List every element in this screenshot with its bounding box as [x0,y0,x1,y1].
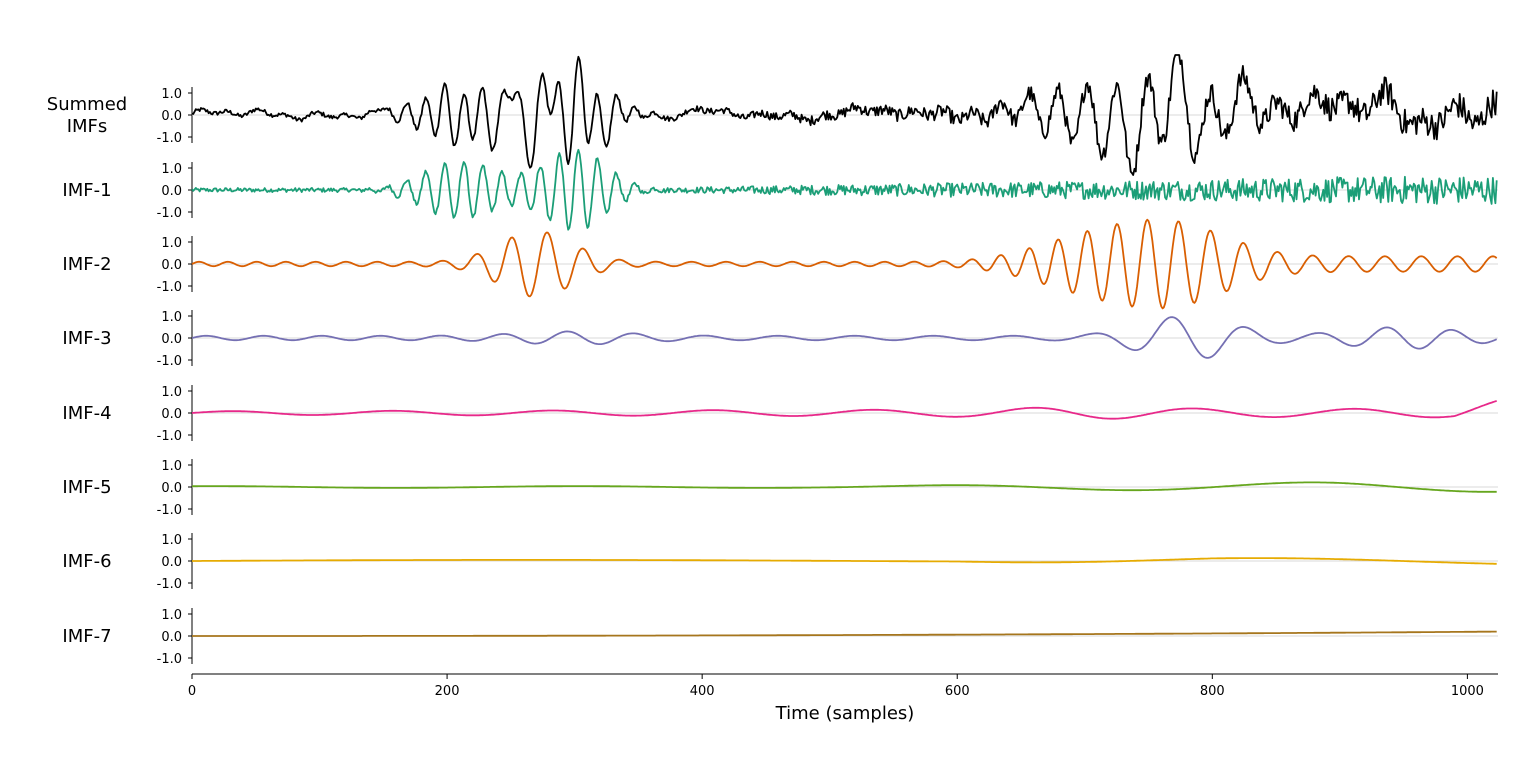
series-line [191,148,1498,231]
y-tick-label: -1.0 [157,131,182,146]
series-line [192,630,1497,637]
y-tick-label: -1.0 [157,577,182,592]
y-tick-label: -1.0 [157,206,182,221]
x-tick-label: 0 [188,684,196,699]
y-tick-label: -1.0 [157,652,182,667]
panel-summed-imfs: Summed IMFs 1.0 0.0 -1.0 [47,54,1498,176]
panel-imf-4: IMF-4 1.0 0.0 -1.0 [62,385,1498,444]
panel-imf-6: IMF-6 1.0 0.0 -1.0 [62,533,1498,592]
y-tick-label: 0.0 [161,407,182,422]
y-tick-label: 0.0 [161,184,182,199]
series-label: IMF-4 [62,403,111,424]
y-tick-label: 0.0 [161,258,182,273]
series-label: IMF-1 [62,180,111,201]
series-label: IMF-2 [62,254,111,275]
y-tick-label: -1.0 [157,280,182,295]
imf-panels: Summed IMFs1.00.0-1.0IMF-11.00.0-1.0IMF-2… [47,54,1498,667]
x-axis: 0 200 400 600 800 1000 [188,673,1498,699]
panel-imf-1: IMF-1 1.0 0.0 -1.0 [62,148,1498,231]
panel-imf-7: IMF-7 1.0 0.0 -1.0 [62,608,1498,667]
y-tick-label: -1.0 [157,354,182,369]
x-axis-label: Time (samples) [775,703,915,724]
series-line [191,218,1498,310]
y-tick-label: 0.0 [161,481,182,496]
series-label: IMF-5 [62,477,111,498]
panel-imf-5: IMF-5 1.0 0.0 -1.0 [62,459,1498,518]
series-line [191,400,1497,420]
y-tick-label: -1.0 [157,429,182,444]
panel-imf-3: IMF-3 1.0 0.0 -1.0 [62,310,1498,369]
y-tick-label: 0.0 [161,630,182,645]
y-tick-label: 0.0 [161,332,182,347]
y-tick-label: -1.0 [157,503,182,518]
series-label: Summed IMFs [47,94,127,137]
y-tick-label: 0.0 [161,555,182,570]
series-line [192,557,1497,565]
y-tick-label: 1.0 [161,87,182,102]
y-tick-label: 1.0 [161,459,182,474]
y-tick-label: 0.0 [161,109,182,124]
y-tick-label: 1.0 [161,533,182,548]
y-tick-label: 1.0 [161,608,182,623]
y-tick-label: 1.0 [161,162,182,177]
series-label: IMF-6 [62,551,111,572]
x-tick-label: 1000 [1451,684,1484,699]
series-label: IMF-7 [62,626,111,647]
panel-imf-2: IMF-2 1.0 0.0 -1.0 [62,218,1498,310]
series-line [192,481,1497,493]
y-tick-label: 1.0 [161,310,182,325]
series-label: IMF-3 [62,328,111,349]
series-line [191,54,1498,176]
x-tick-label: 800 [1200,684,1225,699]
x-tick-label: 400 [690,684,715,699]
x-tick-label: 600 [945,684,970,699]
y-tick-label: 1.0 [161,236,182,251]
y-tick-label: 1.0 [161,385,182,400]
series-line [191,316,1498,359]
x-tick-label: 200 [435,684,460,699]
